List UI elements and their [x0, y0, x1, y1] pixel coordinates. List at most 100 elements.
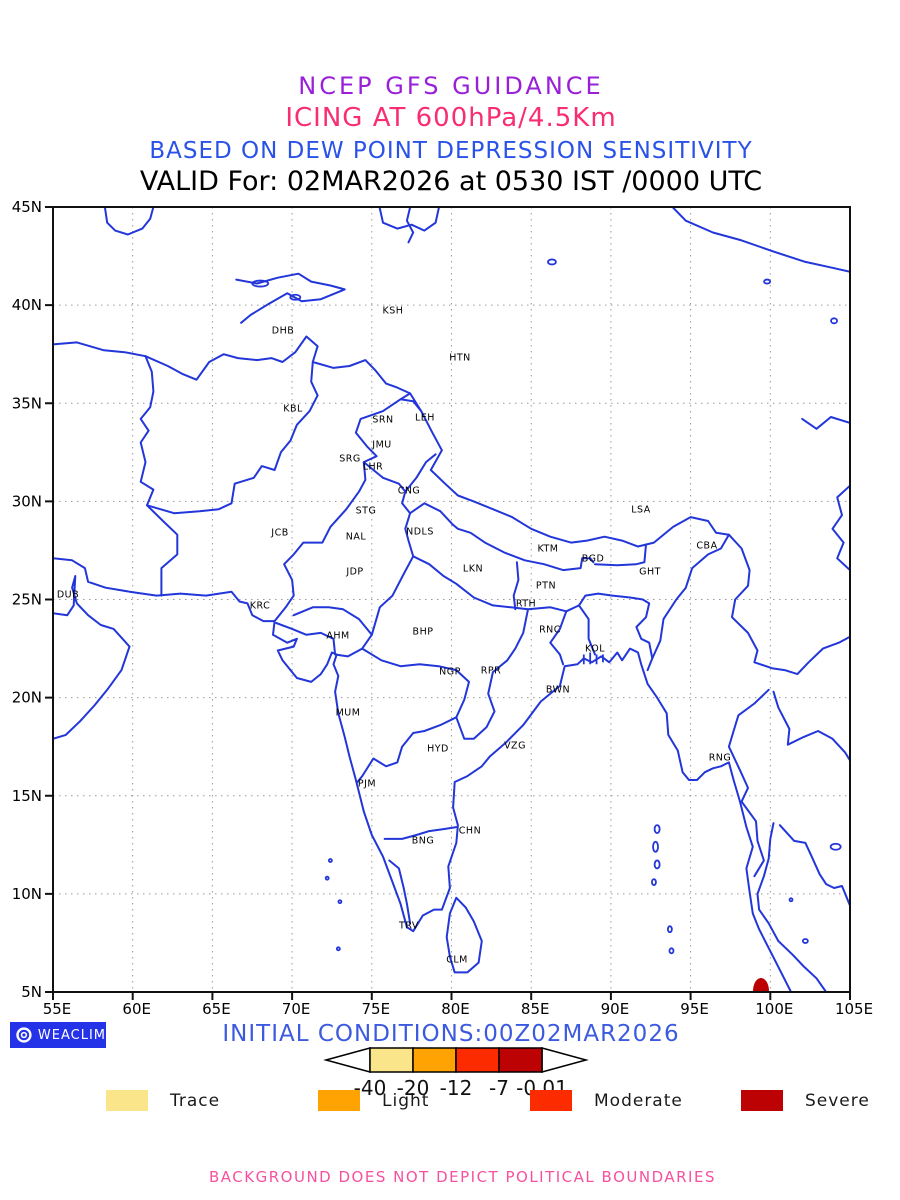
disclaimer-text: BACKGROUND DOES NOT DEPICT POLITICAL BOU…	[209, 1168, 716, 1186]
island-lake-blob	[763, 278, 772, 285]
coastline-gulf_east	[778, 824, 850, 907]
station-label-CHN: CHN	[459, 826, 481, 837]
station-label-SRG: SRG	[339, 454, 361, 465]
station-label-BGD: BGD	[582, 554, 605, 565]
station-label-PTN: PTN	[536, 581, 556, 592]
coastline-ili	[405, 207, 415, 244]
station-label-JCB: JCB	[270, 528, 288, 539]
coastline-cg_odisha	[455, 608, 529, 740]
initial-conditions-label: INITIAL CONDITIONS:00Z02MAR2026	[222, 1021, 680, 1047]
axis-label-lat: 10N	[12, 885, 42, 903]
station-label-RTH: RTH	[516, 599, 536, 610]
coastline-kashmir	[399, 398, 423, 413]
coastline-iran_east	[139, 355, 179, 597]
coastline-mp_south	[356, 647, 470, 783]
station-label-KBL: KBL	[283, 404, 303, 415]
coastline-india_myanmar	[651, 533, 730, 660]
station-label-DHB: DHB	[272, 326, 294, 337]
axis-label-lon: 80E	[441, 1000, 470, 1018]
axis-label-lat: 35N	[12, 394, 42, 412]
station-label-LKN: LKN	[463, 564, 483, 575]
icing-legend: Trace Light Moderate Severe	[0, 1090, 900, 1114]
legend-swatch-light	[318, 1090, 360, 1111]
coastline-uzbek	[235, 272, 346, 324]
axis-label-lon: 105E	[835, 1000, 873, 1018]
legend-item-severe: Severe	[741, 1090, 870, 1111]
legend-swatch-moderate	[530, 1090, 572, 1111]
island-lake-blob	[324, 875, 330, 881]
station-label-AHM: AHM	[326, 631, 349, 642]
station-label-GHT: GHT	[639, 567, 661, 578]
station-label-CBA: CBA	[696, 541, 717, 552]
coastline-mekong	[772, 690, 850, 762]
axis-label-lon: 100E	[755, 1000, 793, 1018]
station-label-BNG: BNG	[412, 836, 435, 847]
colorbar-box	[498, 1047, 543, 1073]
valid-time-label: VALID For: 02MAR2026 at 0530 IST /0000 U…	[139, 166, 763, 197]
axis-label-lat: 25N	[12, 591, 42, 609]
island-lake-blob	[337, 899, 343, 905]
legend-item-trace: Trace	[106, 1090, 220, 1111]
page-title: NCEP GFS GUIDANCE	[298, 72, 604, 100]
coastline-durand	[146, 361, 319, 515]
coastline-yellow_river	[801, 416, 850, 430]
legend-swatch-trace	[106, 1090, 148, 1111]
axis-label-lon: 75E	[362, 1000, 391, 1018]
coastline-mm_thai	[727, 688, 770, 878]
map-interior	[53, 207, 850, 992]
island-lake-blob	[830, 317, 838, 325]
island-lake-blob	[653, 859, 661, 870]
legend-item-light: Light	[318, 1090, 429, 1111]
island-lake-blob	[251, 279, 270, 288]
station-label-RNC: RNC	[539, 625, 561, 636]
station-label-NAL: NAL	[346, 532, 367, 543]
axis-label-lat: 45N	[12, 198, 42, 216]
station-label-NDLS: NDLS	[406, 527, 434, 538]
coastline-north_chain	[53, 335, 850, 676]
subtitle-method: BASED ON DEW POINT DEPRESSION SENSITIVIT…	[149, 138, 753, 164]
axis-label-lat: 30N	[12, 492, 42, 510]
coastline-balkhash	[378, 207, 441, 232]
colorbar-left-arrow	[323, 1047, 371, 1073]
colorbar-value: -12	[440, 1076, 473, 1100]
island-lake-blob	[547, 258, 557, 266]
station-label-CLM: CLM	[446, 955, 468, 966]
severe-icing-spot	[753, 978, 769, 991]
legend-swatch-severe	[741, 1090, 783, 1111]
coastline-oman	[53, 575, 131, 740]
station-label-BWN: BWN	[546, 685, 570, 696]
station-label-HYD: HYD	[427, 744, 449, 755]
station-label-BHP: BHP	[413, 627, 434, 638]
station-label-SRN: SRN	[372, 415, 393, 426]
island-lake-blob	[788, 897, 794, 903]
axis-label-lat: 15N	[12, 787, 42, 805]
weaclim-logo: WEACLIM	[10, 1022, 106, 1048]
station-label-PJM: PJM	[358, 779, 376, 790]
axis-label-lon: 70E	[282, 1000, 311, 1018]
station-label-KOL: KOL	[585, 644, 605, 655]
legend-item-moderate: Moderate	[530, 1090, 683, 1111]
station-label-NGP: NGP	[439, 667, 461, 678]
station-label-KSH: KSH	[383, 306, 404, 317]
coastline-coast_main	[53, 557, 792, 992]
station-label-HTN: HTN	[449, 353, 471, 364]
station-label-CNG: CNG	[398, 486, 421, 497]
colorbar-right-arrow	[541, 1047, 589, 1073]
weaclim-logo-label: WEACLIM	[37, 1027, 106, 1043]
colorbar-box	[412, 1047, 457, 1073]
colorbar-box	[369, 1047, 414, 1073]
station-label-KTM: KTM	[538, 544, 559, 555]
station-label-KRC: KRC	[250, 601, 271, 612]
coastline-punjab_raj	[362, 461, 415, 636]
axis-label-lat: 5N	[21, 983, 42, 1001]
coastline-ka_tn	[383, 826, 458, 840]
island-lake-blob	[652, 840, 659, 853]
axis-label-lon: 85E	[521, 1000, 550, 1018]
coastline-sri_lanka	[445, 896, 483, 974]
island-lake-blob	[289, 293, 302, 301]
coastline-bangladesh	[578, 592, 654, 672]
subtitle-parameter: ICING AT 600hPa/4.5Km	[285, 103, 617, 133]
coastline-nepal	[452, 523, 595, 572]
